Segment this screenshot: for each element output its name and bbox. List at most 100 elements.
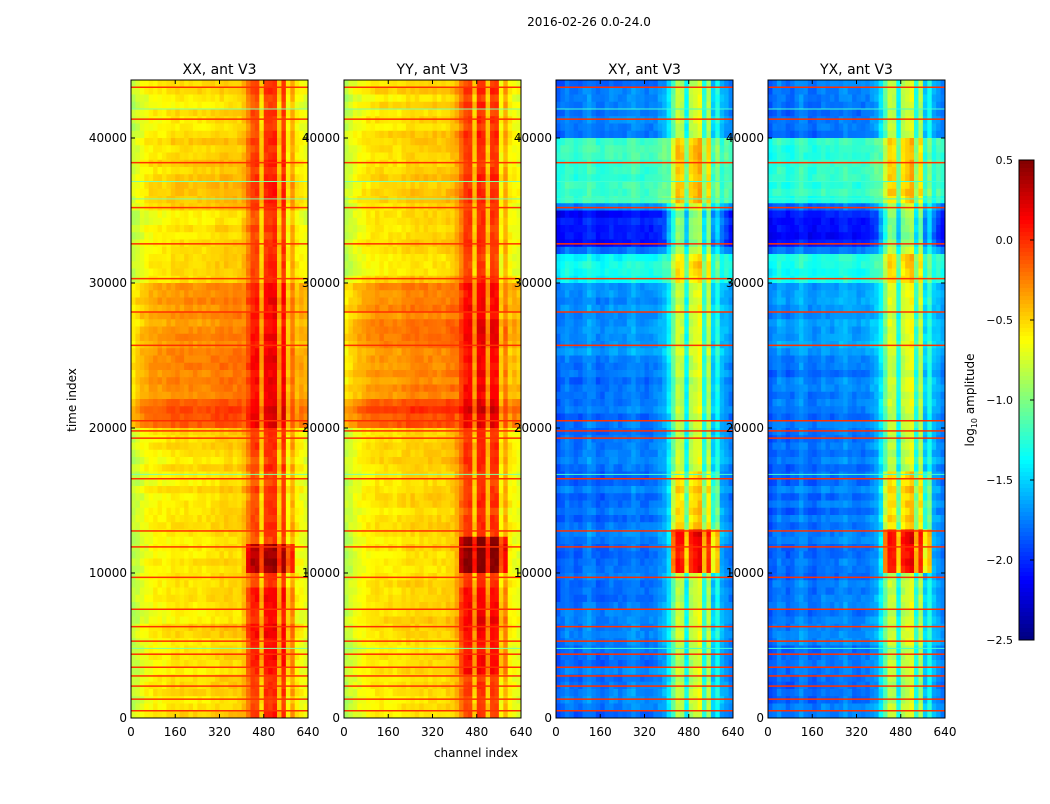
heatmap-cell xyxy=(228,631,233,639)
heatmap-cell xyxy=(175,363,180,371)
heatmap-cell xyxy=(246,544,251,552)
heatmap-cell xyxy=(162,153,167,161)
heatmap-cell xyxy=(228,443,233,451)
heatmap-cell xyxy=(144,116,149,124)
heatmap-cell xyxy=(228,609,233,617)
heatmap-cell xyxy=(441,276,446,284)
heatmap-cell xyxy=(455,189,460,197)
heatmap-cell xyxy=(189,153,194,161)
heatmap-cell xyxy=(268,254,273,262)
heatmap-cell xyxy=(224,334,229,342)
heatmap-cell xyxy=(246,290,251,298)
heatmap-cell xyxy=(166,385,171,393)
heatmap-cell xyxy=(428,298,433,306)
heatmap-cell xyxy=(357,247,362,255)
heatmap-cell xyxy=(131,559,136,567)
heatmap-cell xyxy=(171,493,176,501)
heatmap-cell xyxy=(233,595,238,603)
heatmap-cell xyxy=(215,196,220,204)
heatmap-cell xyxy=(268,508,273,516)
heatmap-cell xyxy=(224,428,229,436)
heatmap-cell xyxy=(290,631,295,639)
heatmap-cell xyxy=(193,102,198,110)
heatmap-cell xyxy=(180,153,185,161)
heatmap-cell xyxy=(406,138,411,146)
heatmap-cell xyxy=(477,153,482,161)
heatmap-cell xyxy=(175,646,180,654)
heatmap-cell xyxy=(135,588,140,596)
heatmap-cell xyxy=(259,189,264,197)
heatmap-cell xyxy=(273,312,278,320)
heatmap-cell xyxy=(237,377,242,385)
heatmap-cell xyxy=(255,544,260,552)
heatmap-cell xyxy=(290,696,295,704)
heatmap-cell xyxy=(379,334,384,342)
heatmap-cell xyxy=(184,348,189,356)
heatmap-cell xyxy=(268,631,273,639)
heatmap-cell xyxy=(220,167,225,175)
heatmap-cell xyxy=(220,508,225,516)
heatmap-cell xyxy=(237,493,242,501)
heatmap-cell xyxy=(211,667,216,675)
heatmap-cell xyxy=(246,646,251,654)
heatmap-cell xyxy=(246,160,251,168)
heatmap-cell xyxy=(131,232,136,240)
heatmap-cell xyxy=(162,189,167,197)
heatmap-cell xyxy=(277,356,282,364)
heatmap-cell xyxy=(149,501,154,509)
heatmap-cell xyxy=(180,189,185,197)
heatmap-cell xyxy=(149,588,154,596)
heatmap-cell xyxy=(494,276,499,284)
heatmap-cell xyxy=(228,232,233,240)
heatmap-cell xyxy=(295,399,300,407)
heatmap-cell xyxy=(228,196,233,204)
heatmap-cell xyxy=(224,508,229,516)
heatmap-cell xyxy=(215,486,220,494)
heatmap-cell xyxy=(215,537,220,545)
heatmap-cell xyxy=(162,689,167,697)
heatmap-cell xyxy=(286,559,291,567)
heatmap-cell xyxy=(171,443,176,451)
heatmap-cell xyxy=(184,421,189,429)
heatmap-cell xyxy=(353,319,358,327)
heatmap-cell xyxy=(197,646,202,654)
heatmap-cell xyxy=(233,689,238,697)
heatmap-cell xyxy=(144,145,149,153)
heatmap-cell xyxy=(268,174,273,182)
heatmap-cell xyxy=(135,450,140,458)
flagged-row-line xyxy=(131,609,308,611)
heatmap-cell xyxy=(490,145,495,153)
heatmap-cell xyxy=(131,624,136,632)
heatmap-cell xyxy=(180,559,185,567)
heatmap-cell xyxy=(131,515,136,523)
heatmap-cell xyxy=(202,174,207,182)
heatmap-cell xyxy=(220,406,225,414)
heatmap-cell xyxy=(268,312,273,320)
heatmap-cell xyxy=(237,486,242,494)
heatmap-cell xyxy=(184,160,189,168)
heatmap-cell xyxy=(286,522,291,530)
heatmap-cell xyxy=(481,116,486,124)
heatmap-cell xyxy=(211,537,216,545)
heatmap-cell xyxy=(499,174,504,182)
heatmap-cell xyxy=(286,515,291,523)
heatmap-cell xyxy=(233,334,238,342)
heatmap-cell xyxy=(166,334,171,342)
heatmap-cell xyxy=(131,334,136,342)
heatmap-cell xyxy=(228,298,233,306)
heatmap-cell xyxy=(135,102,140,110)
heatmap-cell xyxy=(433,145,438,153)
heatmap-cell xyxy=(290,464,295,472)
heatmap-cell xyxy=(166,595,171,603)
y-tick-label: 0 xyxy=(119,711,127,725)
heatmap-cell xyxy=(175,559,180,567)
heatmap-cell xyxy=(158,276,163,284)
heatmap-cell xyxy=(250,153,255,161)
heatmap-cell xyxy=(171,196,176,204)
heatmap-cell xyxy=(277,617,282,625)
heatmap-cell xyxy=(255,385,260,393)
heatmap-cell xyxy=(206,435,211,443)
heatmap-cell xyxy=(171,232,176,240)
heatmap-cell xyxy=(375,87,380,95)
